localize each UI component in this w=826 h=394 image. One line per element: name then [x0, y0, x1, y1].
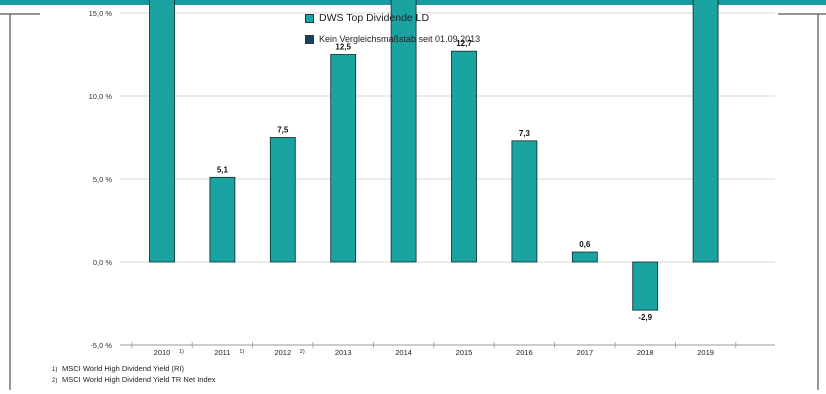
- footnote-1-number: 1): [52, 367, 58, 373]
- footnote-2: 2) MSCI World High Dividend Yield TR Net …: [52, 375, 216, 386]
- x-tick-footnote-2011: 1): [239, 349, 244, 355]
- bar-2017: [571, 251, 598, 263]
- y-tick-label: 15,0 %: [89, 9, 113, 18]
- bar-2010: [149, 0, 175, 263]
- x-tick-label-2019: 2019: [697, 348, 714, 357]
- bar-2011: [209, 176, 236, 263]
- bar-2016: [511, 140, 538, 263]
- bar-2012: [269, 137, 296, 263]
- x-tick-label-2015: 2015: [456, 348, 473, 357]
- y-tick-label: 10,0 %: [89, 92, 113, 101]
- x-tick-label-2016: 2016: [516, 348, 533, 357]
- data-label-2012: 7,5: [277, 126, 289, 135]
- footnotes: 1) MSCI World High Dividend Yield (RI) 2)…: [52, 364, 216, 386]
- bar-2019: [692, 0, 719, 263]
- x-tick-footnote-2012: 2): [300, 349, 305, 355]
- footnote-2-text: MSCI World High Dividend Yield TR Net In…: [62, 375, 216, 384]
- x-tick-label-2011: 2011: [214, 348, 230, 357]
- footnote-1: 1) MSCI World High Dividend Yield (RI): [52, 364, 216, 375]
- legend-label-fund: DWS Top Dividende LD: [319, 12, 430, 24]
- data-label-2017: 0,6: [579, 240, 591, 249]
- x-tick-label-2017: 2017: [576, 348, 593, 357]
- data-label-2016: 7,3: [519, 129, 531, 138]
- x-tick-label-2010: 2010: [154, 348, 171, 357]
- legend-item-fund: DWS Top Dividende LD: [305, 12, 429, 24]
- y-tick-label: 0,0 %: [93, 258, 113, 267]
- legend-item-benchmark: Kein Vergleichsmaßstab seit 01.09.2013: [305, 34, 480, 44]
- footnote-2-number: 2): [52, 378, 58, 384]
- bar-2014: [390, 0, 417, 263]
- legend-swatch-fund: [305, 13, 314, 23]
- bar-2013: [330, 54, 357, 263]
- footnote-1-text: MSCI World High Dividend Yield (RI): [62, 364, 184, 373]
- legend-label-benchmark: Kein Vergleichsmaßstab seit 01.09.2013: [319, 34, 481, 44]
- data-label-2018: -2,9: [638, 313, 652, 322]
- data-label-2013: 12,5: [335, 43, 351, 52]
- x-tick-label-2014: 2014: [395, 348, 412, 357]
- y-tick-label: -5,0 %: [90, 341, 112, 350]
- x-tick-label-2018: 2018: [637, 348, 654, 357]
- legend-swatch-benchmark: [305, 34, 314, 44]
- y-tick-label: 5,0 %: [93, 175, 113, 184]
- data-label-2011: 5,1: [217, 165, 229, 174]
- x-tick-footnote-2010: 1): [179, 349, 184, 355]
- x-tick-label-2013: 2013: [335, 348, 352, 357]
- data-label-2015: 12,7: [456, 39, 472, 48]
- x-tick-label-2012: 2012: [274, 348, 291, 357]
- bar-2018: [632, 261, 659, 311]
- bar-2015: [451, 50, 477, 263]
